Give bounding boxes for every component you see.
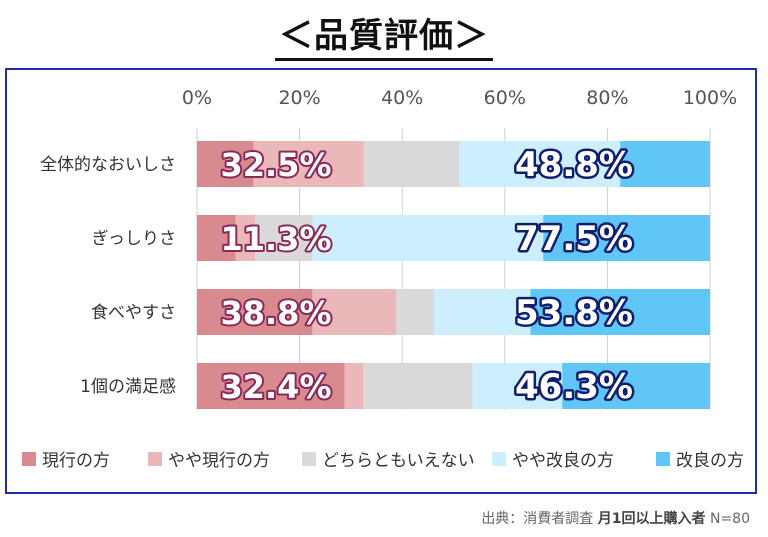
bar-segment (312, 289, 397, 335)
bar-segment (472, 363, 563, 409)
legend-label: やや改良の方 (512, 451, 614, 471)
legend-label: 現行の方 (42, 451, 110, 471)
legend-label: やや現行の方 (168, 451, 270, 471)
bar-segment (396, 289, 435, 335)
data-label-left: 32.5% (220, 146, 331, 184)
source-n: N=80 (709, 511, 750, 527)
bar-segment (344, 363, 364, 409)
legend-swatch (302, 452, 316, 466)
bar-segment (197, 215, 236, 261)
category-label: ぎっしりさ (92, 229, 176, 249)
bar-segment (434, 289, 531, 335)
bar-segment (235, 215, 255, 261)
data-label-right: 48.8% (515, 145, 633, 185)
bar-segment (363, 141, 460, 187)
x-tick-label: 60% (484, 87, 526, 109)
bar-segment (197, 141, 254, 187)
data-label-left: 11.3% (220, 220, 331, 258)
legend-label: どちらともいえない (322, 451, 475, 471)
bar-segment (197, 289, 313, 335)
bar-segment (253, 141, 364, 187)
bar-segment (562, 363, 710, 409)
legend-label: 改良の方 (676, 451, 744, 471)
data-label-left: 32.4% (220, 368, 331, 406)
source-note: 出典：消費者調査 月1回以上購入者 N=80 (481, 508, 750, 528)
data-label-right: 53.8% (515, 293, 633, 333)
x-tick-label: 20% (278, 87, 320, 109)
legend-swatch (656, 452, 670, 466)
bar-segment (363, 363, 473, 409)
category-label: 食べやすさ (91, 303, 176, 323)
bar-segment (254, 215, 313, 261)
x-tick-label: 40% (381, 87, 423, 109)
legend-swatch (148, 452, 162, 466)
legend-swatch (22, 452, 36, 466)
chart-frame (5, 68, 757, 494)
x-tick-label: 0% (182, 87, 212, 109)
chart-title: ＜品質評価＞ (0, 8, 768, 61)
data-label-right: 77.5% (515, 219, 633, 259)
x-tick-label: 100% (683, 87, 737, 109)
bar-segment (459, 141, 621, 187)
data-label-right: 46.3% (515, 367, 633, 407)
bar-segment (197, 363, 345, 409)
bar-segment (620, 141, 710, 187)
category-label: 全体的なおいしさ (40, 155, 176, 175)
data-label-left: 38.8% (220, 294, 331, 332)
source-bold: 月1回以上購入者 (597, 511, 706, 527)
bar-segment (530, 289, 710, 335)
category-label: 1個の満足感 (80, 377, 176, 397)
x-tick-label: 80% (586, 87, 628, 109)
bar-segment (312, 215, 544, 261)
legend-swatch (492, 452, 506, 466)
bar-segment (543, 215, 710, 261)
source-prefix: 出典：消費者調査 (481, 511, 594, 527)
